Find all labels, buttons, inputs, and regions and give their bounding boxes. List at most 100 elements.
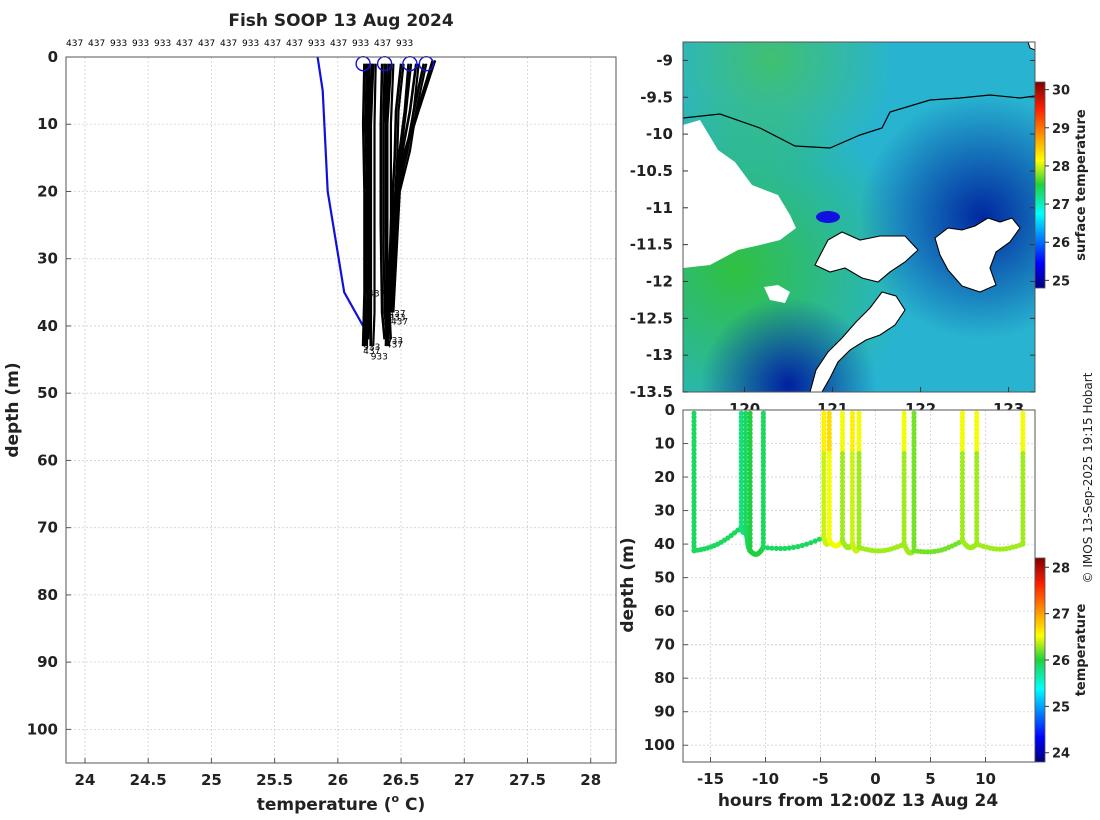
cast-point	[743, 459, 749, 465]
cast-point	[826, 507, 832, 513]
time-depth-y-tick-label: 60	[654, 602, 675, 620]
cast-point	[901, 487, 907, 493]
cast-point	[839, 434, 846, 441]
map-y-tick-label: -9	[656, 51, 673, 69]
cast-point	[901, 495, 907, 501]
cast-point	[691, 414, 697, 420]
cast-point	[839, 515, 846, 521]
cast-point	[901, 491, 907, 497]
cast-point	[849, 418, 856, 424]
cast-point	[747, 418, 753, 424]
cast-point	[849, 434, 856, 441]
profile-x-label-end: C)	[399, 795, 425, 815]
cast-point	[760, 531, 766, 537]
cast-point	[856, 463, 862, 469]
cast-point	[691, 438, 697, 445]
credit-text: © IMOS 13-Sep-2025 19:15 Hobart	[1081, 372, 1095, 583]
profile-y-tick-label: 60	[37, 451, 58, 469]
profile-line-933	[379, 63, 386, 340]
cast-point	[1020, 519, 1026, 525]
cast-point	[849, 511, 856, 517]
cast-point	[743, 499, 749, 505]
cast-point	[974, 483, 980, 489]
shelf-contour	[683, 94, 1035, 149]
profile-y-tick-label: 40	[37, 317, 58, 335]
cast-point	[1020, 491, 1026, 497]
temperature-colorbar	[1034, 557, 1046, 763]
cast-point	[738, 491, 744, 497]
profile-panel: 437 437 933 933 933 437 437 437 933 437 437 933 437 9…	[3, 39, 617, 815]
profile-line-437	[363, 63, 369, 347]
profile-end-label: 437	[368, 289, 385, 299]
cast-point	[738, 475, 744, 481]
cast-point	[826, 430, 832, 437]
cast-point	[821, 523, 827, 529]
cast-point	[911, 511, 917, 517]
cast-point	[760, 523, 766, 529]
cast-point	[760, 539, 766, 545]
cast-point	[974, 495, 980, 501]
cast-point	[821, 519, 827, 525]
cast-point	[901, 471, 907, 477]
cast-point	[959, 491, 966, 497]
cast-point	[821, 491, 827, 497]
cast-point	[856, 471, 862, 477]
profile-end-label: 933	[388, 314, 405, 324]
cast-point	[959, 434, 966, 441]
cast-point	[959, 507, 966, 513]
cast-point	[821, 447, 827, 453]
surface-colorbar-label: surface temperature	[1074, 109, 1089, 261]
cast-point	[826, 527, 832, 533]
cast-point	[738, 471, 744, 477]
cast-point	[821, 527, 827, 533]
cast-point	[839, 475, 846, 481]
tow-point	[808, 540, 814, 546]
cast-point	[821, 451, 827, 457]
cast-point	[1020, 442, 1026, 449]
cast-point	[760, 503, 766, 509]
cast-point	[747, 539, 753, 545]
cast-point	[826, 459, 832, 465]
land-north	[1027, 42, 1035, 51]
time-depth-y-tick-label: 10	[654, 435, 675, 453]
cast-point	[959, 410, 966, 416]
cast-point	[1020, 410, 1026, 416]
cast-point	[747, 491, 753, 497]
cast-point	[691, 418, 697, 424]
surface-map-image	[683, 42, 1035, 392]
cast-point	[856, 418, 862, 424]
cast-point	[959, 475, 966, 481]
cast-point	[959, 442, 966, 449]
cast-point	[738, 426, 744, 432]
surface-colorbar-tick-label: 29	[1052, 122, 1070, 137]
cast-point	[856, 507, 862, 513]
cast-point	[826, 523, 832, 529]
tow-point	[778, 545, 784, 552]
cast-point	[826, 499, 832, 505]
cast-point	[691, 499, 697, 505]
cast-point	[747, 511, 753, 517]
time-depth-y-tick-label: 100	[644, 736, 675, 754]
profile-top-label: 933	[396, 39, 413, 49]
cast-point	[911, 495, 917, 501]
cast-point	[747, 487, 753, 493]
time-depth-x-ticks: -15 -10 -5 0 5 10	[697, 757, 996, 788]
profile-top-label: 933	[110, 39, 127, 49]
cast-point	[821, 442, 827, 449]
cast-point	[826, 531, 832, 537]
climatology-line	[316, 56, 365, 327]
cast-point	[959, 499, 966, 505]
cast-point	[849, 422, 856, 428]
cast-point	[743, 447, 749, 453]
cast-point	[959, 523, 966, 529]
cast-point	[974, 491, 980, 497]
cast-point	[856, 479, 862, 485]
cast-point	[856, 447, 862, 453]
figure-title: Fish SOOP 13 Aug 2024	[228, 11, 454, 31]
cast-point	[974, 447, 980, 453]
cast-point	[959, 438, 966, 445]
cast-point	[959, 430, 966, 437]
cast-point	[691, 422, 697, 428]
cast-point	[1020, 438, 1026, 445]
profile-end-label: 437	[386, 340, 403, 350]
